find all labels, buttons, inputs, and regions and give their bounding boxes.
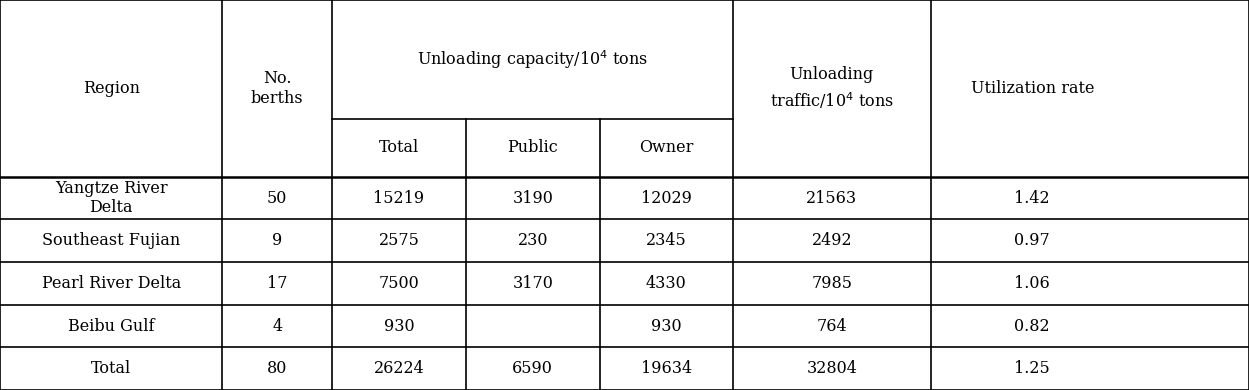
Text: 19634: 19634 [641, 360, 692, 377]
Text: 6590: 6590 [512, 360, 553, 377]
Text: Total: Total [91, 360, 131, 377]
Text: 1.06: 1.06 [1014, 275, 1050, 292]
Text: 26224: 26224 [373, 360, 425, 377]
Text: Beibu Gulf: Beibu Gulf [67, 317, 155, 335]
Text: 9: 9 [272, 232, 282, 249]
Text: 1.25: 1.25 [1014, 360, 1050, 377]
Text: 12029: 12029 [641, 190, 692, 206]
Text: Yangtze River
Delta: Yangtze River Delta [55, 180, 167, 216]
Text: 2345: 2345 [646, 232, 687, 249]
Text: 3170: 3170 [512, 275, 553, 292]
Text: 50: 50 [267, 190, 287, 206]
Text: Unloading capacity/10$^4$ tons: Unloading capacity/10$^4$ tons [417, 48, 648, 71]
Text: Public: Public [507, 139, 558, 156]
Text: 230: 230 [517, 232, 548, 249]
Text: 2575: 2575 [378, 232, 420, 249]
Text: 2492: 2492 [812, 232, 852, 249]
Text: Unloading
traffic/10$^4$ tons: Unloading traffic/10$^4$ tons [769, 66, 894, 110]
Text: 0.82: 0.82 [1014, 317, 1050, 335]
Text: 80: 80 [267, 360, 287, 377]
Text: 4330: 4330 [646, 275, 687, 292]
Text: Southeast Fujian: Southeast Fujian [42, 232, 180, 249]
Text: Region: Region [82, 80, 140, 97]
Text: 7985: 7985 [812, 275, 852, 292]
Text: 7500: 7500 [378, 275, 420, 292]
Text: 17: 17 [267, 275, 287, 292]
Text: 930: 930 [383, 317, 415, 335]
Text: 1.42: 1.42 [1014, 190, 1050, 206]
Text: Utilization rate: Utilization rate [970, 80, 1094, 97]
Text: 15219: 15219 [373, 190, 425, 206]
Text: 930: 930 [651, 317, 682, 335]
Text: 21563: 21563 [807, 190, 857, 206]
Text: No.
berths: No. berths [251, 70, 304, 106]
Text: 3190: 3190 [512, 190, 553, 206]
Text: 4: 4 [272, 317, 282, 335]
Text: 764: 764 [817, 317, 847, 335]
Text: 32804: 32804 [807, 360, 857, 377]
Text: 0.97: 0.97 [1014, 232, 1050, 249]
Text: Owner: Owner [639, 139, 693, 156]
Text: Total: Total [378, 139, 420, 156]
Text: Pearl River Delta: Pearl River Delta [41, 275, 181, 292]
